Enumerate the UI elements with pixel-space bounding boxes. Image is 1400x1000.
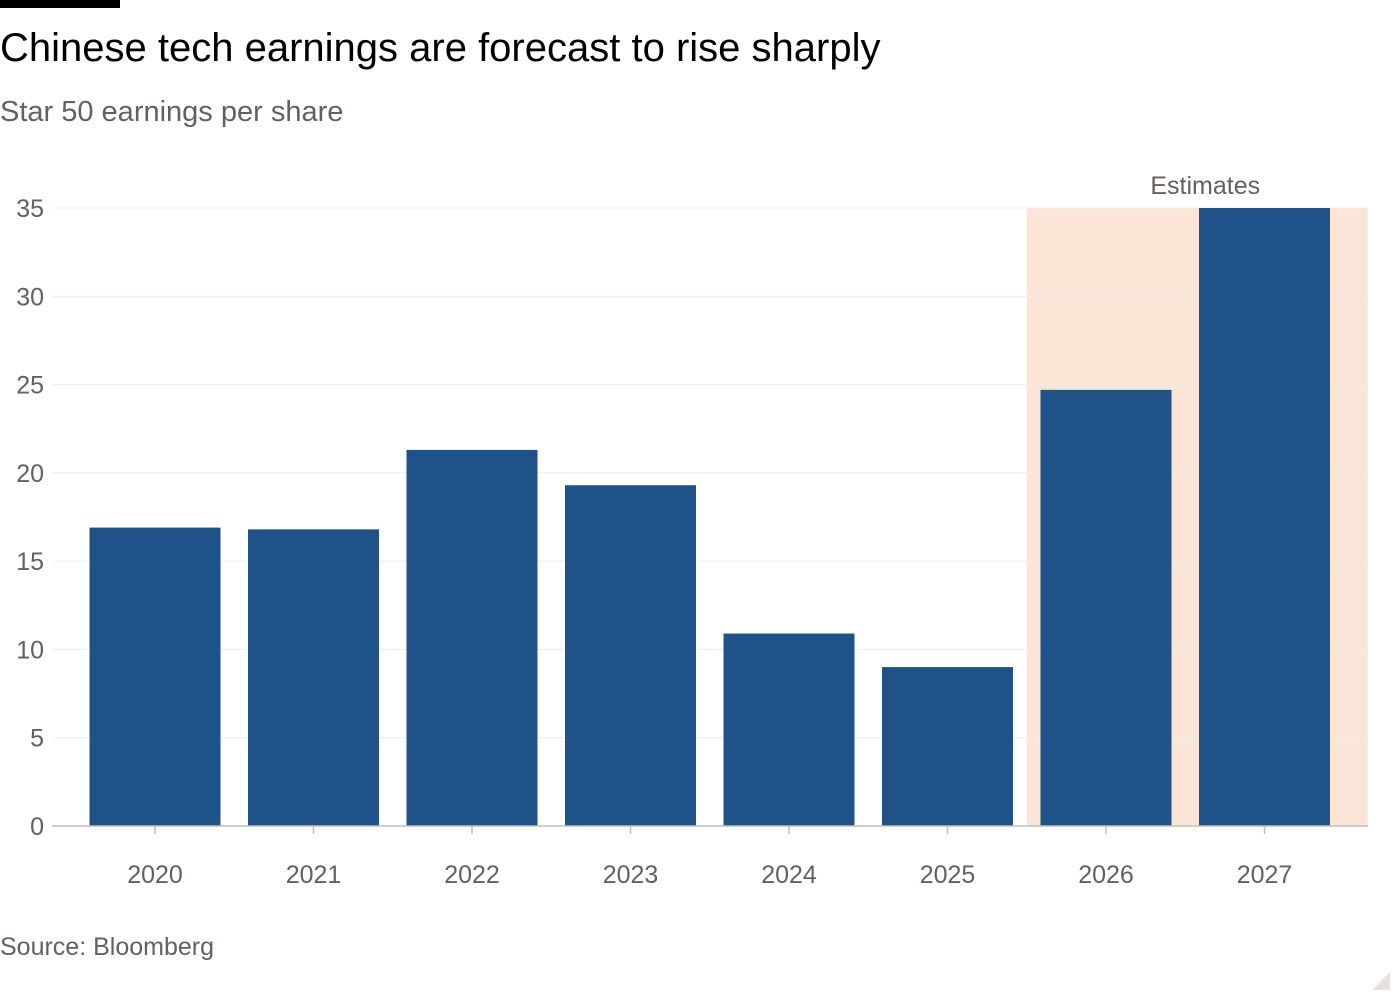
x-tick-label: 2020 [127,861,183,889]
chart-subtitle: Star 50 earnings per share [0,96,344,128]
y-tick-label: 10 [16,636,44,664]
corner-mark-icon [1372,972,1390,990]
x-tick-label: 2022 [444,861,500,889]
y-tick-label: 15 [16,548,44,576]
bar-2022 [406,449,538,826]
y-tick-label: 35 [16,195,44,223]
x-tick-label: 2027 [1237,861,1293,889]
estimate-label: Estimates [1150,172,1260,200]
y-tick-label: 25 [16,372,44,400]
chart-title: Chinese tech earnings are forecast to ri… [0,26,881,70]
x-tick-label: 2026 [1078,861,1134,889]
bar-2025 [882,667,1013,826]
x-tick-label: 2024 [761,861,817,889]
x-tick-label: 2021 [286,861,342,889]
y-axis-labels: 0 5 10 15 20 25 30 35 [16,195,44,841]
y-tick-label: 0 [30,813,44,841]
bar-2023 [565,485,696,826]
bars [89,208,1330,826]
bar-2024 [723,633,855,826]
brand-top-bar [0,0,120,8]
x-axis: 2020 2021 2022 2023 2024 2025 2026 2027 [52,825,1368,889]
source-note: Source: Bloomberg [0,933,215,961]
y-tick-label: 20 [16,460,44,488]
y-tick-label: 5 [30,725,44,753]
bar-2020 [89,527,221,826]
bar-2027 [1199,208,1330,826]
x-tick-label: 2023 [603,861,659,889]
x-tick-label: 2025 [920,861,976,889]
bar-2021 [248,529,379,826]
bar-2026 [1040,389,1172,826]
y-tick-label: 30 [16,283,44,311]
